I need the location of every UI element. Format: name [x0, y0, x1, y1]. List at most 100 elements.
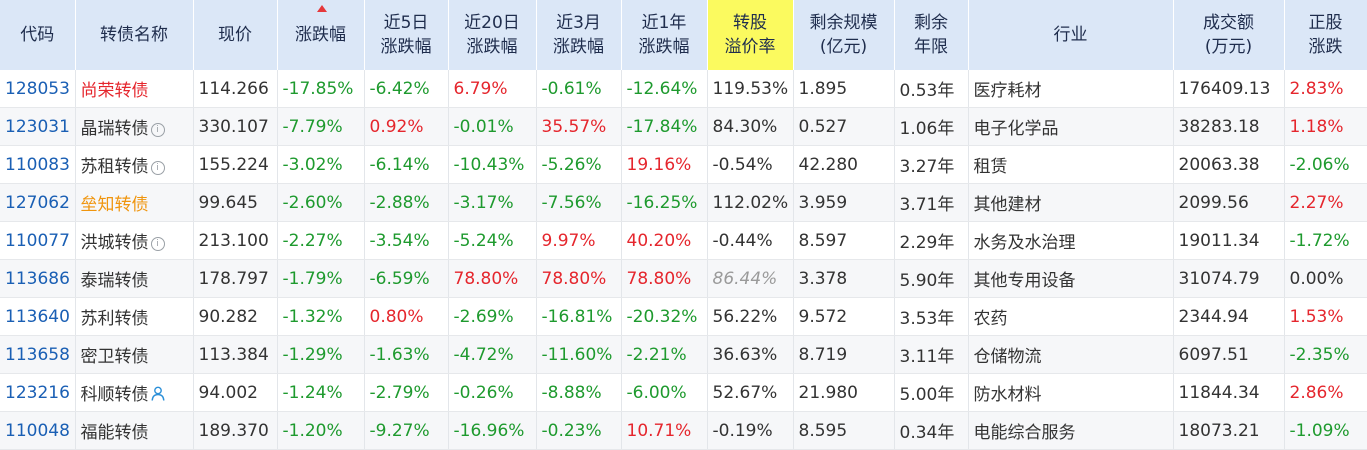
header-name[interactable]: 转债名称 [75, 0, 194, 70]
cell-name[interactable]: 苏利转债 [75, 297, 194, 336]
cell-3m-change: 78.80% [536, 259, 622, 298]
cell-name[interactable]: 密卫转债 [75, 335, 194, 374]
header-remaining-term[interactable]: 剩余 年限 [894, 0, 969, 70]
header-1y-change[interactable]: 近1年 涨跌幅 [621, 0, 708, 70]
cell-name[interactable]: 洪城转债 i [75, 221, 194, 260]
cell-change: -1.24% [277, 373, 365, 412]
table-row[interactable]: 123216 科顺转债 94.002 -1.24% -2.79% -0.26% -8.88%… [0, 373, 1367, 412]
table-row[interactable]: 113658 密卫转债 113.384 -1.29% -1.63% -4.72% -11.6… [0, 335, 1367, 374]
cell-code[interactable]: 110048 [0, 411, 76, 450]
table-row[interactable]: 113640 苏利转债 90.282 -1.32% 0.80% -2.69% -16.81%… [0, 297, 1367, 336]
header-conversion-premium[interactable]: 转股 溢价率 [707, 0, 794, 70]
bond-name-label[interactable]: 垒知转债 [80, 195, 149, 215]
cell-name[interactable]: 晶瑞转债 i [75, 107, 194, 146]
cell-name[interactable]: 苏租转债 i [75, 145, 194, 184]
header-20d-change[interactable]: 近20日 涨跌幅 [448, 0, 537, 70]
cell-code[interactable]: 113658 [0, 335, 76, 374]
cell-5d-change: 0.80% [364, 297, 449, 336]
bond-name-label[interactable]: 密卫转债 [80, 347, 149, 367]
table-row[interactable]: 123031 晶瑞转债 i 330.107 -7.79% 0.92% -0.01% 35.57… [0, 107, 1367, 146]
cell-price: 113.384 [193, 335, 278, 374]
cell-code[interactable]: 128053 [0, 70, 76, 108]
header-remaining-scale[interactable]: 剩余规模 (亿元) [793, 0, 895, 70]
bond-name-label[interactable]: 尚荣转债 [80, 81, 149, 101]
bond-name-label[interactable]: 苏利转债 [80, 309, 149, 329]
bond-name-label[interactable]: 苏租转债 [80, 157, 149, 177]
cell-20d-change: 6.79% [448, 70, 537, 108]
header-label-line: 剩余规模 [809, 13, 878, 33]
cell-5d-change: -2.79% [364, 373, 449, 412]
cell-remaining-term: 1.06年 [894, 107, 969, 146]
info-icon[interactable]: i [150, 161, 165, 175]
cell-remaining-term: 3.27年 [894, 145, 969, 184]
info-icon[interactable]: i [150, 237, 165, 251]
header-label-line: 代码 [20, 25, 55, 45]
cell-code[interactable]: 113640 [0, 297, 76, 336]
cell-name[interactable]: 尚荣转债 [75, 70, 194, 108]
cell-code[interactable]: 123031 [0, 107, 76, 146]
cell-3m-change: -0.61% [536, 70, 622, 108]
cell-5d-change: -6.59% [364, 259, 449, 298]
cell-conversion-premium: 84.30% [707, 107, 794, 146]
cell-remaining-scale: 42.280 [793, 145, 895, 184]
header-label-line: 近3月 [556, 13, 601, 33]
cell-code[interactable]: 123216 [0, 373, 76, 412]
cell-industry: 水务及水治理 [968, 221, 1174, 260]
table-row[interactable]: 110077 洪城转债 i 213.100 -2.27% -3.54% -5.24% 9.97… [0, 221, 1367, 260]
header-code[interactable]: 代码 [0, 0, 76, 70]
cell-name[interactable]: 科顺转债 [75, 373, 194, 412]
table-row[interactable]: 113686 泰瑞转债 178.797 -1.79% -6.59% 78.80% 78.80… [0, 259, 1367, 298]
cell-20d-change: -0.01% [448, 107, 537, 146]
cell-price: 178.797 [193, 259, 278, 298]
cell-name[interactable]: 福能转债 [75, 411, 194, 450]
cell-1y-change: -2.21% [621, 335, 708, 374]
cell-3m-change: -8.88% [536, 373, 622, 412]
cell-industry: 电子化学品 [968, 107, 1174, 146]
info-icon[interactable]: i [150, 123, 165, 137]
table-row[interactable]: 110083 苏租转债 i 155.224 -3.02% -6.14% -10.43% -5.… [0, 145, 1367, 184]
table-row[interactable]: 127062 垒知转债 99.645 -2.60% -2.88% -3.17% -7.56%… [0, 183, 1367, 222]
bond-name-label[interactable]: 晶瑞转债 [80, 119, 149, 139]
cell-remaining-scale: 3.378 [793, 259, 895, 298]
cell-remaining-scale: 1.895 [793, 70, 895, 108]
header-industry[interactable]: 行业 [968, 0, 1174, 70]
cell-name[interactable]: 垒知转债 [75, 183, 194, 222]
cell-stock-change: -1.72% [1284, 221, 1367, 260]
person-icon[interactable] [151, 386, 165, 401]
cell-code[interactable]: 113686 [0, 259, 76, 298]
bond-name-label[interactable]: 洪城转债 [80, 233, 149, 253]
header-label-line: (亿元) [819, 37, 868, 57]
table-row[interactable]: 110048 福能转债 189.370 -1.20% -9.27% -16.96% -0.2… [0, 411, 1367, 450]
cell-code[interactable]: 110077 [0, 221, 76, 260]
cell-code[interactable]: 127062 [0, 183, 76, 222]
cell-stock-change: -1.09% [1284, 411, 1367, 450]
table-row[interactable]: 128053 尚荣转债 114.266 -17.85% -6.42% 6.79% -0.61… [0, 70, 1367, 108]
cell-20d-change: 78.80% [448, 259, 537, 298]
cell-remaining-term: 3.11年 [894, 335, 969, 374]
cell-code[interactable]: 110083 [0, 145, 76, 184]
cell-price: 155.224 [193, 145, 278, 184]
cell-change: -3.02% [277, 145, 365, 184]
cell-1y-change: 19.16% [621, 145, 708, 184]
header-turnover[interactable]: 成交额 (万元) [1173, 0, 1285, 70]
bond-name-label[interactable]: 泰瑞转债 [80, 271, 149, 291]
cell-remaining-scale: 9.572 [793, 297, 895, 336]
header-3m-change[interactable]: 近3月 涨跌幅 [536, 0, 622, 70]
bond-name-label[interactable]: 福能转债 [80, 423, 149, 443]
header-change[interactable]: 涨跌幅 [277, 0, 365, 70]
header-5d-change[interactable]: 近5日 涨跌幅 [364, 0, 449, 70]
cell-industry: 其他专用设备 [968, 259, 1174, 298]
cell-price: 90.282 [193, 297, 278, 336]
cell-name[interactable]: 泰瑞转债 [75, 259, 194, 298]
header-price[interactable]: 现价 [193, 0, 278, 70]
header-label-line: 涨跌幅 [638, 37, 690, 57]
cell-turnover: 6097.51 [1173, 335, 1285, 374]
bond-name-label[interactable]: 科顺转债 [80, 385, 149, 405]
cell-conversion-premium: -0.19% [707, 411, 794, 450]
sort-asc-icon[interactable] [316, 5, 327, 12]
cell-turnover: 20063.38 [1173, 145, 1285, 184]
cell-1y-change: -20.32% [621, 297, 708, 336]
header-stock-change[interactable]: 正股 涨跌 [1284, 0, 1367, 70]
cell-industry: 仓储物流 [968, 335, 1174, 374]
cell-stock-change: 0.00% [1284, 259, 1367, 298]
